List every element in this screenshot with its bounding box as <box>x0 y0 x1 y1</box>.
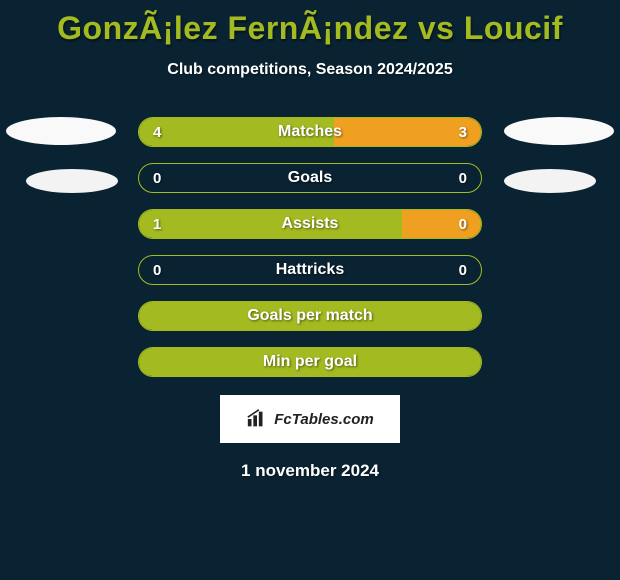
stat-row: 10Assists <box>138 209 482 239</box>
stat-row: Min per goal <box>138 347 482 377</box>
stat-fill-left <box>139 210 402 238</box>
decorative-ellipse <box>504 169 596 193</box>
stat-row: 43Matches <box>138 117 482 147</box>
stat-left-value: 4 <box>153 124 161 141</box>
stat-label: Goals <box>139 169 481 187</box>
stat-left-value: 0 <box>153 170 161 187</box>
stat-fill-right <box>402 210 481 238</box>
decorative-ellipse <box>504 117 614 145</box>
stat-right-value: 0 <box>459 262 467 279</box>
decorative-ellipse <box>6 117 116 145</box>
stat-fill-left <box>139 302 481 330</box>
decorative-ellipse <box>26 169 118 193</box>
stat-fill-left <box>139 118 334 146</box>
stat-row: Goals per match <box>138 301 482 331</box>
subtitle: Club competitions, Season 2024/2025 <box>0 61 620 79</box>
stat-right-value: 0 <box>459 216 467 233</box>
footer-date: 1 november 2024 <box>0 461 620 481</box>
stat-row: 0 0Hattricks <box>138 255 482 285</box>
stat-left-value: 1 <box>153 216 161 233</box>
stat-rows: 43Matches00Goals10Assists00HattricksGoal… <box>138 117 482 377</box>
stat-right-value: 0 <box>459 170 467 187</box>
stat-label: Hattricks <box>139 261 481 279</box>
stat-row: 0 0Goals <box>138 163 482 193</box>
page-title: GonzÃ¡lez FernÃ¡ndez vs Loucif <box>0 0 620 47</box>
stat-left-value: 0 <box>153 262 161 279</box>
stat-fill-left <box>139 348 481 376</box>
source-badge: FcTables.com <box>220 395 400 443</box>
chart-badge-icon <box>246 408 268 430</box>
stat-right-value: 3 <box>459 124 467 141</box>
chart-stage: 43Matches00Goals10Assists00HattricksGoal… <box>0 117 620 481</box>
source-badge-text: FcTables.com <box>274 411 373 428</box>
